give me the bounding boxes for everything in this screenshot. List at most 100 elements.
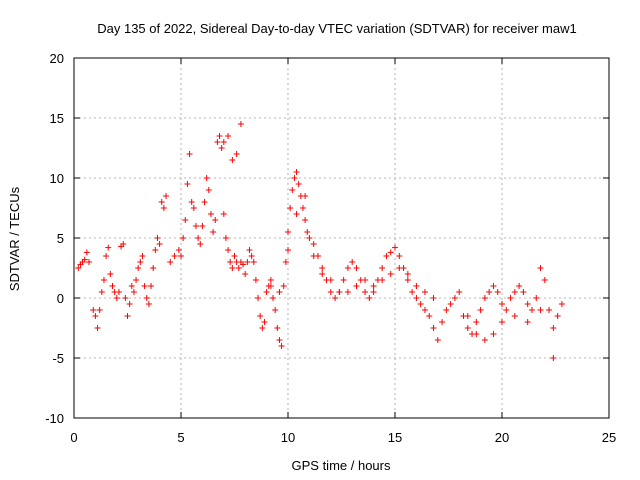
data-point [537,307,544,313]
data-point [150,265,157,271]
data-point [451,295,458,301]
data-point [327,289,334,295]
data-point [263,289,270,295]
data-point [124,313,131,319]
chart-title: Day 135 of 2022, Sidereal Day-to-day VTE… [97,21,577,36]
data-point [353,283,360,289]
data-point [163,193,170,199]
data-point [370,289,377,295]
data-point [379,265,386,271]
data-point [430,295,437,301]
data-point [105,244,112,251]
data-point [421,307,428,313]
data-point [113,295,120,301]
data-point [366,295,373,301]
y-tick-label: 15 [50,111,64,126]
data-point [353,265,360,271]
data-point [109,283,116,289]
data-point [188,199,195,205]
data-point [210,229,217,235]
data-point [310,241,317,247]
data-point [197,241,204,247]
data-point [282,259,289,265]
data-point [511,313,518,319]
data-point [255,295,262,301]
data-point [413,295,420,301]
data-point [319,271,326,277]
data-point [126,301,133,307]
data-point [248,253,255,259]
data-point [293,211,300,217]
data-point [143,295,150,301]
x-tick-label: 5 [177,430,184,445]
data-point [227,259,234,265]
data-point [289,187,296,193]
data-point [533,295,540,301]
data-point [158,199,165,205]
data-point [205,187,212,193]
data-point [220,139,227,145]
data-point [178,253,184,259]
data-point [302,217,309,223]
data-point [362,277,369,283]
data-point [237,121,244,127]
data-point [302,193,309,199]
data-point [103,253,110,259]
data-point [133,277,140,283]
data-point [90,307,97,313]
data-point [100,277,107,283]
data-point [464,325,471,331]
data-point [274,325,281,331]
data-point [550,325,557,331]
data-point [524,301,531,307]
y-tick-label: 10 [50,171,64,186]
data-point [383,253,390,259]
data-point [257,313,264,319]
data-point [175,247,182,253]
data-point [107,271,114,277]
x-tick-label: 0 [70,430,77,445]
data-point [139,253,146,259]
data-point [145,301,152,307]
data-point [171,253,178,259]
data-point [207,211,214,217]
data-point [546,307,553,313]
y-tick-label: -5 [52,351,64,366]
data-point [486,289,493,295]
data-point [541,277,548,283]
data-point [128,283,135,289]
data-point [259,325,266,331]
data-point [340,277,347,283]
data-point [344,289,351,295]
data-point [520,289,527,295]
data-point [276,337,283,343]
data-points [75,121,565,361]
data-point [447,301,454,307]
data-point [421,289,428,295]
data-point [387,271,394,277]
grid-lines [74,58,609,418]
data-point [192,223,199,229]
data-point [499,319,505,325]
data-point [94,325,101,331]
data-point [511,289,518,295]
data-point [285,229,291,235]
data-point [235,265,242,271]
data-point [287,205,294,211]
data-point [240,261,247,268]
data-point [267,277,274,283]
data-point [182,217,189,223]
data-point [184,181,191,187]
data-point [516,283,523,289]
y-axis-label: SDTVAR / TECUs [7,186,22,291]
data-point [404,277,411,283]
data-point [75,265,82,271]
data-point [160,205,167,211]
data-point [392,244,398,251]
data-point [98,289,105,295]
data-point [417,301,424,307]
data-point [507,295,514,301]
data-point [524,319,531,325]
data-point [332,295,339,301]
data-point [135,265,142,271]
